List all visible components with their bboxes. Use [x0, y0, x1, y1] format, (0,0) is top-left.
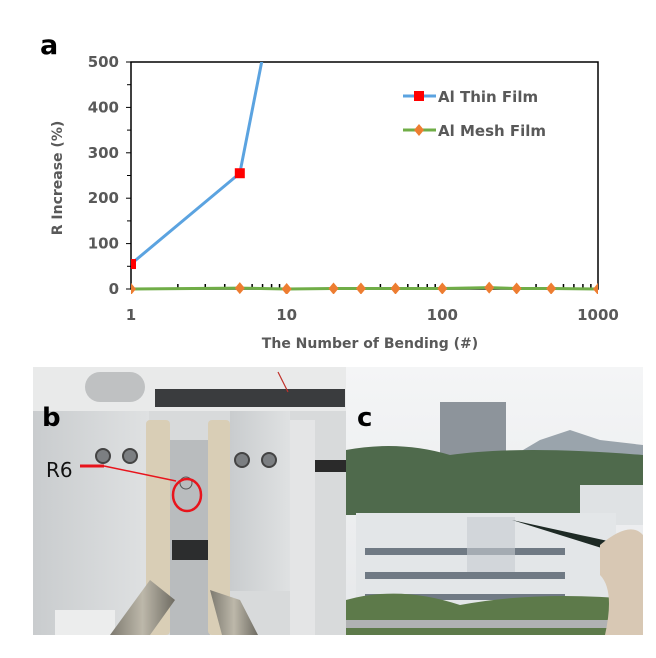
x-axis-label: The Number of Bending (#)	[262, 336, 478, 352]
y-tick-label: 400	[88, 98, 119, 116]
y-tick-label: 500	[88, 53, 119, 71]
data-point	[328, 282, 339, 294]
x-tick-label: 100	[427, 306, 458, 324]
panel-label-b: b	[42, 403, 61, 433]
photo-b-bending-tester: b R6	[33, 367, 346, 635]
legend-label: Al Thin Film	[438, 88, 538, 106]
radius-annotation: R6	[46, 458, 73, 482]
data-point	[355, 282, 366, 294]
data-point	[484, 281, 495, 294]
y-tick-label: 0	[109, 280, 119, 298]
legend-label: Al Mesh Film	[438, 122, 546, 140]
y-tick-label: 200	[88, 189, 119, 207]
y-tick-label: 100	[88, 235, 119, 253]
highlight-circle	[171, 477, 203, 513]
x-tick-label: 10	[276, 306, 297, 324]
y-axis-label: R Increase (%)	[50, 121, 66, 236]
legend: Al Thin Film Al Mesh Film	[403, 88, 546, 140]
y-tick-label: 300	[88, 144, 119, 162]
data-point	[131, 283, 136, 294]
panel-label-a: a	[40, 30, 58, 61]
data-point	[281, 283, 292, 294]
data-point	[593, 283, 598, 294]
x-tick-label: 1	[126, 306, 136, 324]
data-point	[511, 282, 522, 294]
photo-c-outdoor-transparency: c	[346, 367, 643, 635]
panel-label-c: c	[357, 403, 372, 433]
series-line-0	[131, 62, 264, 266]
chart-a: 0 100 200 300 400 500 1 10 100 1000 The Number o…	[50, 53, 619, 352]
data-point	[546, 282, 557, 294]
data-point	[437, 282, 448, 294]
data-point	[131, 259, 136, 270]
data-point	[234, 282, 245, 294]
data-point	[234, 168, 245, 179]
x-tick-label: 1000	[577, 306, 619, 324]
data-point	[390, 282, 401, 294]
legend-marker	[414, 124, 424, 136]
legend-marker	[414, 91, 424, 101]
